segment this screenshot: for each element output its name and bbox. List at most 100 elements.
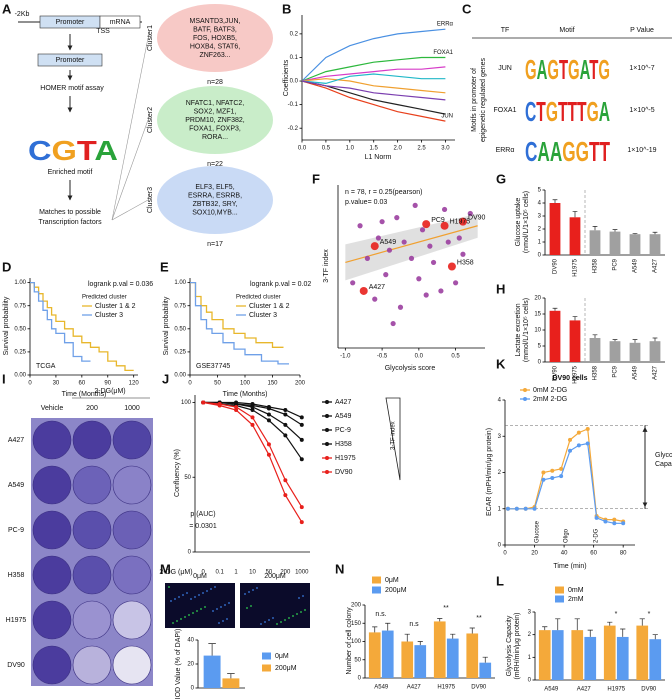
survival-curve — [30, 281, 134, 372]
x-axis-label: 2-DG (μM) — [159, 569, 192, 576]
logo-letter: G — [562, 136, 575, 167]
data-point — [427, 243, 433, 249]
y-axis-label: Glucose uptake — [515, 198, 522, 247]
y-tick-label: 20 — [187, 662, 194, 668]
data-point — [458, 217, 467, 226]
y-tick-label: 4 — [538, 201, 542, 207]
cell-dot — [200, 608, 202, 610]
legend-label: Cluster 1 & 2 — [95, 303, 136, 310]
label: Transcription factors — [38, 219, 102, 226]
cluster-count: n=22 — [207, 161, 223, 168]
y-tick-label: 0.0 — [290, 79, 299, 85]
y-axis-label: Glycolysis Capacity — [506, 615, 513, 676]
x-tick-label: A549 — [374, 685, 389, 691]
annotation: logrank p.val = 0.036 — [88, 281, 153, 288]
y-tick-label: 2 — [538, 227, 542, 233]
label: mRNA — [110, 19, 131, 26]
y-tick-label: 2 — [528, 632, 532, 638]
point-label: DV90 — [468, 215, 486, 222]
cluster-label: Cluster3 — [147, 187, 154, 213]
bar — [446, 638, 459, 678]
y-tick-label: 50 — [354, 657, 361, 663]
logo-letter: T — [599, 136, 610, 167]
cluster-ellipse — [157, 4, 273, 72]
legend-label: 200μM — [385, 587, 407, 594]
cell-dot — [176, 620, 178, 622]
y-tick-label: 50 — [184, 475, 191, 481]
data-point — [370, 242, 379, 251]
x-tick-label: A427 — [407, 685, 422, 691]
index-wedge — [385, 397, 401, 481]
bar — [368, 632, 381, 678]
data-point — [379, 219, 385, 225]
legend-label: Cluster 3 — [249, 312, 277, 319]
x-tick-label: 3.0 — [441, 146, 450, 152]
annotation: Capacity — [655, 461, 672, 468]
y-tick-label: -0.2 — [288, 126, 299, 132]
cell-dot — [218, 622, 220, 624]
data-point — [217, 403, 222, 408]
error-bar — [632, 339, 638, 343]
x-tick-label: 0.0 — [415, 354, 424, 360]
x-tick-label: -1.0 — [340, 354, 351, 360]
bar — [569, 217, 581, 255]
error-bar — [612, 339, 618, 342]
logo-letter: A — [550, 136, 562, 167]
cell-dot — [170, 600, 172, 602]
data-point — [559, 474, 564, 479]
logo-letter: C — [525, 96, 536, 127]
legend-label: 200μM — [275, 665, 297, 672]
data-point — [568, 437, 572, 442]
legend-swatch — [325, 414, 329, 418]
plate — [31, 418, 153, 686]
cell-dot — [184, 616, 186, 618]
logo-letter: G — [52, 135, 77, 166]
annotation: Glycolysis — [655, 452, 672, 459]
series-line — [301, 28, 446, 82]
x-tick-label: 0.5 — [322, 146, 331, 152]
logo-letter: A — [580, 54, 591, 85]
table-header: TF — [501, 27, 510, 34]
cell-dot — [298, 597, 300, 599]
logo-letter: A — [537, 136, 549, 167]
cell-dot — [244, 593, 246, 595]
gene-list: NFATC1, NFATC2, — [186, 100, 245, 107]
well — [72, 555, 112, 595]
data-point — [523, 506, 528, 511]
x-tick-label: DV90 — [471, 685, 487, 691]
annotation: TCGA — [36, 363, 56, 370]
panel-label: M — [160, 561, 171, 576]
x-tick-label: 50 — [214, 381, 221, 387]
error-bar — [612, 229, 618, 232]
y-tick-label: 0.25 — [14, 349, 26, 355]
y-tick-label: 0.2 — [290, 31, 299, 37]
data-point — [266, 452, 271, 457]
y-tick-label: 0 — [538, 360, 542, 366]
panel-label: I — [2, 371, 6, 386]
y-tick-label: 0.50 — [14, 326, 26, 332]
gene-list: BATF, BATF3, — [193, 26, 237, 33]
error-bar — [587, 629, 593, 637]
data-point — [460, 251, 466, 257]
logo-letter: G — [568, 54, 580, 85]
error-bar — [208, 643, 216, 656]
x-tick-label: A427 — [653, 258, 659, 273]
bar — [584, 636, 597, 680]
data-point — [283, 407, 288, 412]
panel-label: F — [312, 171, 320, 186]
error-bar — [469, 627, 475, 634]
x-tick-label: 0.0 — [298, 146, 307, 152]
data-point — [299, 457, 304, 462]
side-label: Motifs in promoter of — [471, 68, 478, 132]
legend-swatch — [325, 456, 329, 460]
y-tick-label: 15 — [534, 312, 541, 318]
data-point — [266, 412, 271, 417]
y-tick-label: 150 — [351, 621, 362, 627]
error-bar — [404, 633, 410, 642]
data-point — [467, 210, 473, 217]
x-tick-label: H1975 — [437, 685, 455, 691]
cell-dot — [214, 586, 216, 588]
table-header: Motif — [559, 27, 574, 34]
data-point — [299, 505, 304, 510]
